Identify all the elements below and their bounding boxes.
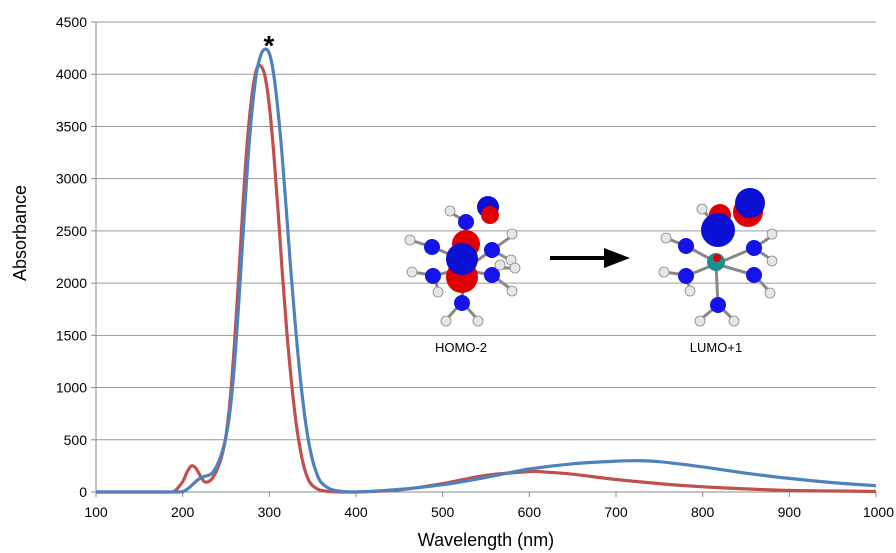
y-tick-label: 3000 — [56, 171, 87, 187]
x-tick-labels: 100 200 300 400 500 600 700 800 900 1000 — [84, 492, 894, 520]
x-tick-label: 200 — [171, 504, 195, 520]
x-tick-label: 600 — [518, 504, 542, 520]
series-line-red — [95, 63, 877, 494]
gridlines — [96, 21, 876, 441]
transition-arrow-icon — [550, 248, 630, 268]
homo-2-orbital-illustration — [404, 196, 521, 327]
y-tick-label: 0 — [79, 484, 87, 500]
y-tick-label: 4500 — [56, 14, 87, 30]
y-tick-label: 3500 — [56, 118, 87, 134]
x-tick-label: 700 — [604, 504, 628, 520]
x-tick-label: 800 — [691, 504, 715, 520]
y-tick-label: 500 — [64, 432, 88, 448]
series-lines — [95, 47, 877, 494]
y-tick-label: 1500 — [56, 327, 87, 343]
x-tick-label: 300 — [258, 504, 282, 520]
x-tick-label: 400 — [344, 504, 368, 520]
lumo-1-label: LUMO+1 — [690, 340, 742, 355]
y-tick-label: 1000 — [56, 380, 87, 396]
x-tick-label: 1000 — [863, 504, 894, 520]
axes — [95, 22, 876, 493]
series-line-blue — [95, 47, 877, 494]
y-tick-label: 4000 — [56, 66, 87, 82]
x-tick-label: 900 — [778, 504, 802, 520]
y-axis-title: Absorbance — [10, 185, 30, 281]
lumo-1-orbital-illustration — [658, 188, 778, 327]
peak-marker-asterisk: * — [264, 30, 275, 61]
y-tick-label: 2500 — [56, 223, 87, 239]
homo-2-label: HOMO-2 — [435, 340, 487, 355]
x-tick-label: 500 — [431, 504, 455, 520]
x-tick-label: 100 — [84, 504, 108, 520]
x-axis-title: Wavelength (nm) — [418, 530, 554, 550]
y-tick-label: 2000 — [56, 275, 87, 291]
y-tick-labels: 0 500 1000 1500 2000 2500 3000 3500 4000 4500 — [56, 14, 96, 500]
